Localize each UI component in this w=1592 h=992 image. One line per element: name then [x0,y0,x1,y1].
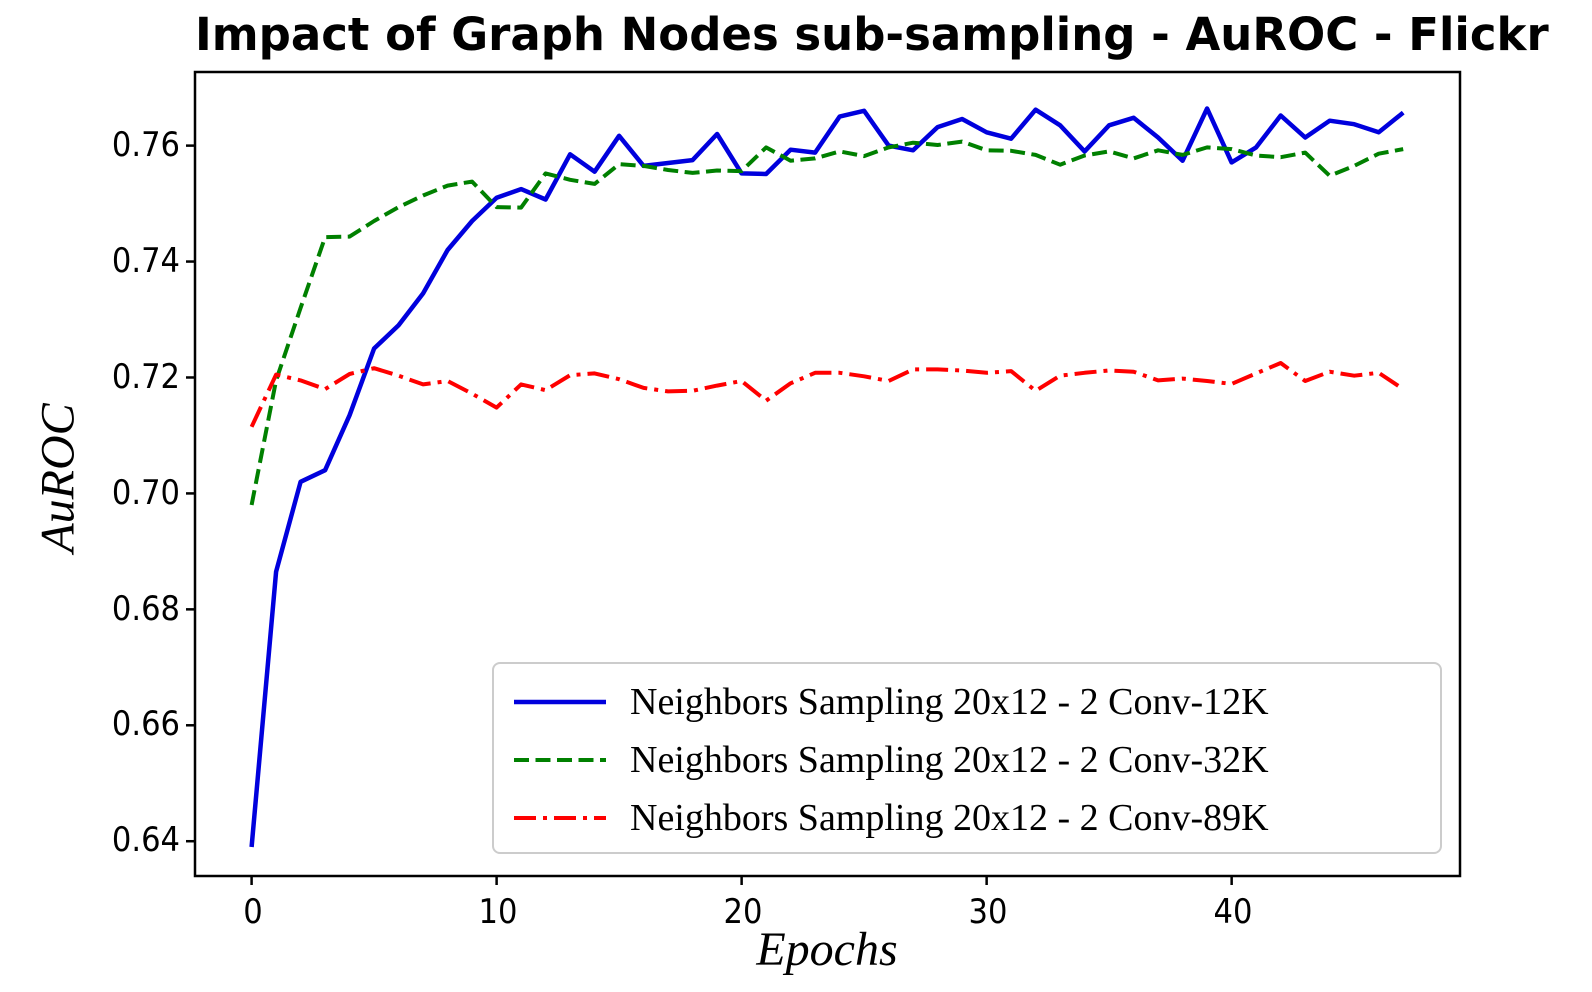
legend-label: Neighbors Sampling 20x12 - 2 Conv-12K [630,681,1269,723]
legend: Neighbors Sampling 20x12 - 2 Conv-12K Ne… [492,662,1442,854]
x-tick-label: 40 [1213,892,1253,932]
legend-label: Neighbors Sampling 20x12 - 2 Conv-89K [630,797,1269,839]
x-tick-label: 20 [723,892,763,932]
legend-line-sample-dashed-icon [514,758,606,762]
legend-line-sample-solid-icon [514,699,606,705]
y-axis-label: AuROC [31,403,85,553]
y-tick-label: 0.74 [111,241,180,281]
y-tick-label: 0.70 [111,473,180,513]
x-tick-label: 10 [478,892,518,932]
x-tick-label: 0 [243,892,263,932]
chart-title: Impact of Graph Nodes sub-sampling - AuR… [195,8,1549,61]
x-tick-label: 30 [968,892,1008,932]
x-axis-label: Epochs [756,923,898,976]
legend-label: Neighbors Sampling 20x12 - 2 Conv-32K [630,739,1269,781]
y-tick-label: 0.68 [111,589,180,629]
y-tick-label: 0.72 [111,357,180,397]
legend-row: Neighbors Sampling 20x12 - 2 Conv-32K [494,731,1440,789]
y-tick-label: 0.64 [111,820,180,860]
legend-row: Neighbors Sampling 20x12 - 2 Conv-89K [494,789,1440,847]
legend-row: Neighbors Sampling 20x12 - 2 Conv-12K [494,673,1440,731]
legend-line-sample-dashdot-icon [514,816,606,820]
y-tick-label: 0.66 [111,704,180,744]
y-tick-label: 0.76 [111,125,180,165]
